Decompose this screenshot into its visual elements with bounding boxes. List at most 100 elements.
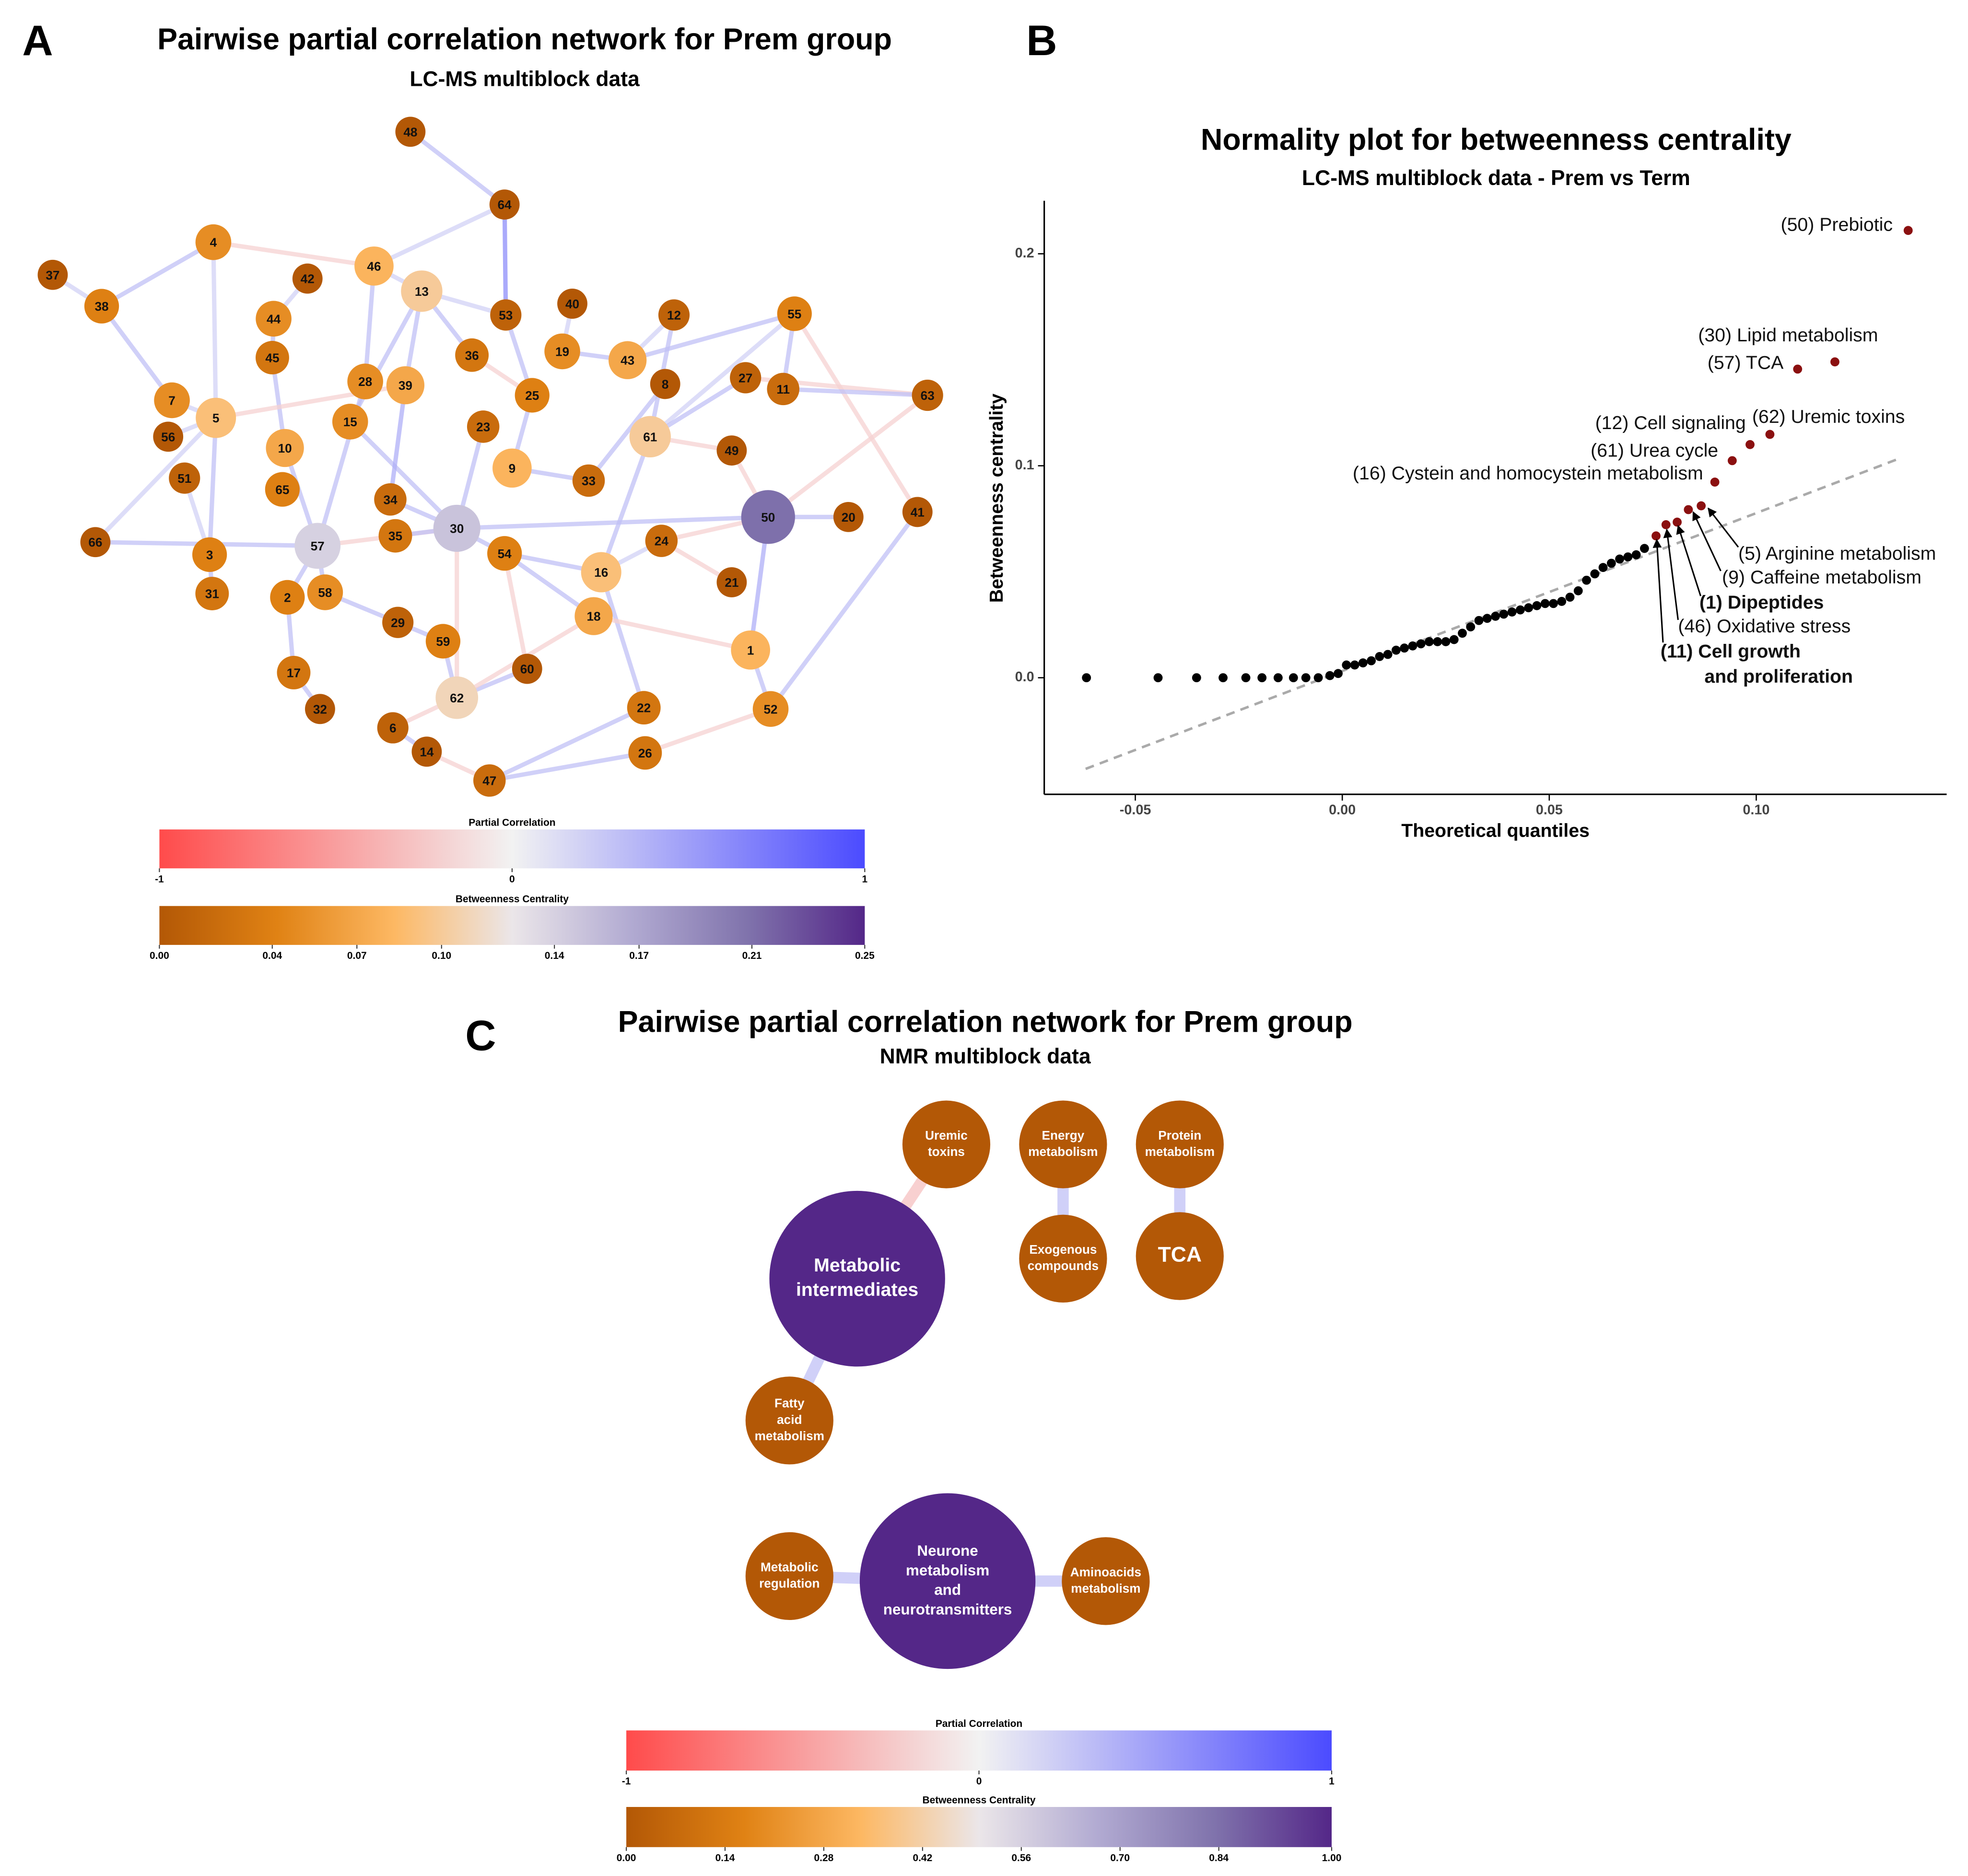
node (37, 259, 68, 290)
x-tick-label: 0.00 (1329, 802, 1356, 817)
colorbar-tick-label: 1 (1329, 1776, 1335, 1787)
node-label: 18 (586, 609, 600, 624)
point (1466, 622, 1476, 631)
node-label: metabolism (755, 1429, 824, 1443)
edge (487, 705, 646, 783)
node (192, 537, 227, 572)
node (544, 333, 580, 370)
colorbar-tick-label: 0.25 (855, 950, 875, 961)
point (1474, 616, 1484, 625)
edge (643, 707, 773, 756)
node (716, 567, 747, 597)
colorbar-tick-label: 1 (862, 874, 868, 885)
node-label: TCA (1158, 1243, 1202, 1267)
node (256, 301, 292, 337)
point (1241, 673, 1251, 683)
colorbar-tick-label: -1 (155, 874, 164, 885)
colorbar-tick-label: 1.00 (1322, 1853, 1342, 1864)
node-label: 3 (206, 548, 213, 562)
node-label: Fatty (774, 1396, 805, 1410)
edge (768, 510, 920, 711)
node-label: 66 (88, 535, 102, 549)
node-label: 56 (161, 430, 175, 444)
node-label: 17 (287, 665, 301, 680)
node (196, 397, 236, 438)
annotation: (5) Arginine metabolism (1738, 543, 1936, 564)
node-label: 34 (383, 492, 398, 507)
annotation: (50) Prebiotic (1781, 214, 1893, 235)
point (1192, 673, 1201, 683)
node-label: 33 (582, 474, 596, 488)
node-label: 51 (177, 471, 191, 486)
colorbar (626, 1730, 1332, 1771)
point (1441, 637, 1451, 646)
node (609, 341, 647, 379)
node-label: 25 (525, 388, 539, 403)
annotation: (1) Dipeptides (1699, 592, 1824, 613)
node (467, 410, 500, 443)
point (1684, 505, 1693, 514)
node (84, 289, 119, 324)
node-label: 35 (388, 529, 402, 543)
colorbar-tick-label: 0.10 (432, 950, 451, 961)
point (1367, 656, 1376, 665)
node (574, 597, 613, 635)
node (473, 764, 506, 797)
point (1697, 501, 1706, 511)
node-label: 47 (482, 774, 496, 788)
node (195, 224, 232, 260)
edge (211, 240, 218, 420)
node (425, 624, 461, 659)
annotation-arrow (1676, 524, 1702, 596)
point (1273, 673, 1283, 683)
node-label: Exogenous (1029, 1242, 1097, 1257)
node (256, 341, 289, 374)
colorbar-tick-label: 0.14 (545, 950, 564, 961)
annotation: (57) TCA (1708, 352, 1784, 373)
node (433, 504, 480, 552)
colorbar-tick-label: 0.28 (814, 1853, 834, 1864)
node-label: 38 (94, 299, 108, 314)
node (154, 382, 190, 419)
node (658, 299, 690, 331)
edge (99, 304, 175, 403)
node (902, 497, 933, 527)
node-label: 55 (787, 307, 801, 321)
point (1334, 669, 1343, 678)
colorbar-title: Partial Correlation (469, 817, 555, 828)
node (902, 1100, 991, 1189)
edge (766, 393, 930, 519)
node-label: 8 (662, 377, 669, 391)
node (354, 246, 394, 286)
node (169, 462, 200, 494)
node (80, 527, 111, 558)
node (401, 270, 443, 312)
node-label: 29 (391, 616, 405, 630)
point (1830, 357, 1839, 367)
panel-label: C (465, 1012, 496, 1060)
point (1590, 569, 1600, 579)
node-label: 40 (565, 297, 579, 311)
colorbar-tick-label: 0.56 (1011, 1853, 1031, 1864)
point (1383, 650, 1393, 659)
node (859, 1493, 1036, 1669)
annotation: (62) Uremic toxins (1752, 406, 1905, 427)
node-label: 59 (436, 634, 450, 649)
node (833, 501, 864, 532)
node (1062, 1537, 1150, 1625)
annotation: (12) Cell signaling (1595, 412, 1746, 433)
chart-title: Normality plot for betweenness centralit… (1201, 123, 1792, 156)
colorbar (626, 1807, 1332, 1847)
colorbar-tick-label: 0.17 (629, 950, 649, 961)
point (1325, 671, 1335, 680)
colorbar-title: Partial Correlation (936, 1718, 1022, 1729)
x-tick-label: 0.10 (1743, 802, 1769, 817)
node-label: 65 (275, 482, 289, 497)
node-label: metabolism (1028, 1144, 1098, 1159)
edge (207, 416, 218, 557)
colorbar-tick-label: 0.84 (1209, 1853, 1229, 1864)
node-label: 43 (621, 353, 634, 368)
node-label: 31 (205, 587, 219, 601)
node-label: regulation (759, 1576, 820, 1590)
